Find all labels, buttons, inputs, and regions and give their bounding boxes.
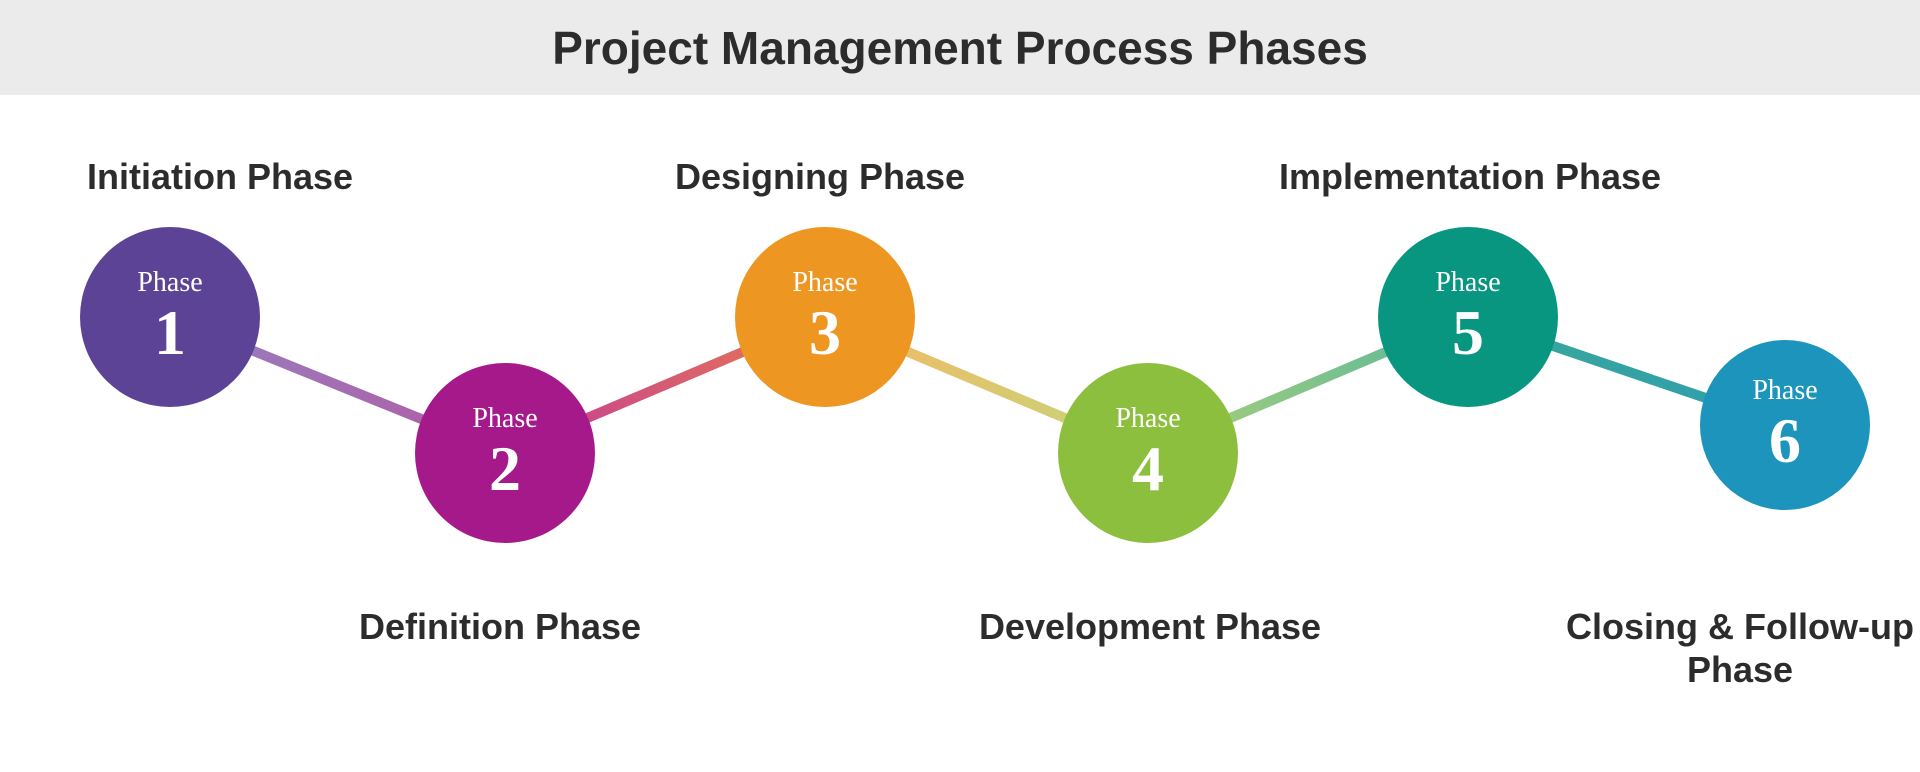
- phase-label-4: Development Phase: [940, 605, 1360, 648]
- phase-node-1: Phase 1: [80, 227, 260, 407]
- phase-node-2: Phase 2: [415, 363, 595, 543]
- phase-node-6: Phase 6: [1700, 340, 1870, 510]
- phase-node-number: 6: [1769, 409, 1801, 473]
- phase-node-3: Phase 3: [735, 227, 915, 407]
- phase-node-small-label: Phase: [1752, 377, 1817, 405]
- phase-label-2: Definition Phase: [320, 605, 680, 648]
- process-diagram: Phase 1 Initiation Phase Phase 2 Definition P…: [0, 95, 1920, 772]
- phase-node-small-label: Phase: [1435, 269, 1500, 297]
- phase-node-number: 3: [809, 301, 841, 365]
- phase-node-small-label: Phase: [1115, 405, 1180, 433]
- phase-node-small-label: Phase: [472, 405, 537, 433]
- phase-node-number: 2: [489, 437, 521, 501]
- phase-label-6: Closing & Follow-up Phase: [1560, 605, 1920, 691]
- phase-node-number: 1: [154, 301, 186, 365]
- phase-node-number: 5: [1452, 301, 1484, 365]
- phase-label-1: Initiation Phase: [60, 155, 380, 198]
- header-bar: Project Management Process Phases: [0, 0, 1920, 95]
- phase-label-3: Designing Phase: [640, 155, 1000, 198]
- phase-node-4: Phase 4: [1058, 363, 1238, 543]
- phase-node-small-label: Phase: [137, 269, 202, 297]
- phase-node-5: Phase 5: [1378, 227, 1558, 407]
- phase-node-number: 4: [1132, 437, 1164, 501]
- phase-label-5: Implementation Phase: [1230, 155, 1710, 198]
- phase-node-small-label: Phase: [792, 269, 857, 297]
- page-title: Project Management Process Phases: [552, 21, 1368, 75]
